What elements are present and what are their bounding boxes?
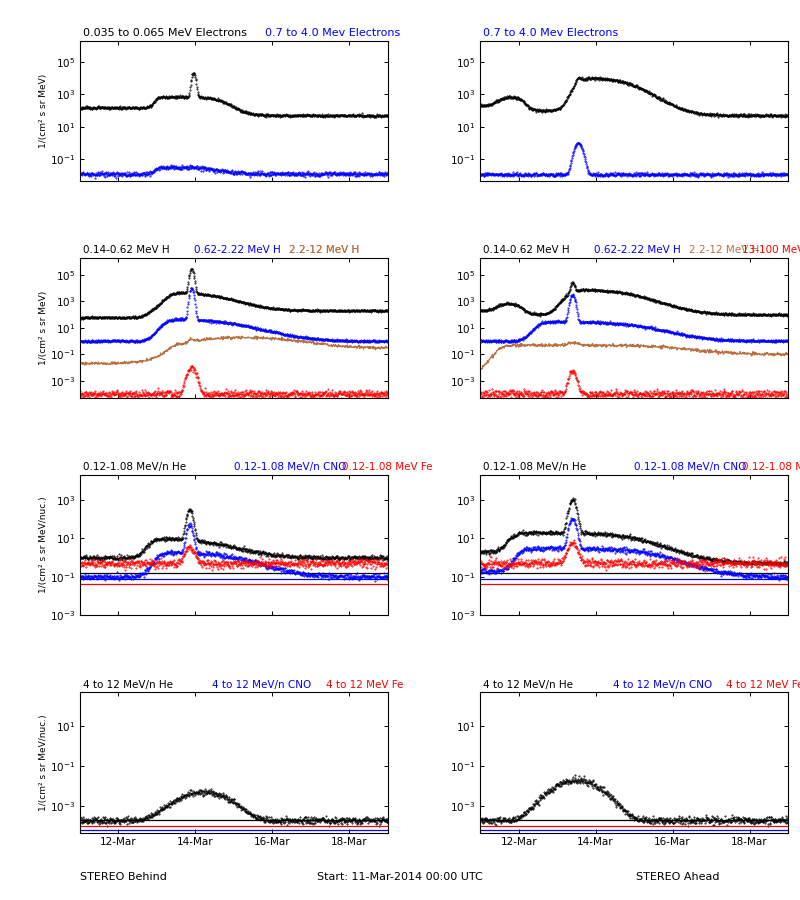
Text: 4 to 12 MeV/n CNO: 4 to 12 MeV/n CNO [212,680,312,689]
Text: 0.035 to 0.065 MeV Electrons: 0.035 to 0.065 MeV Electrons [83,28,247,38]
Text: 0.12-1.08 MeV/n He: 0.12-1.08 MeV/n He [83,463,186,473]
Text: 2.2-12 MeV H: 2.2-12 MeV H [290,245,359,255]
Text: 0.7 to 4.0 Mev Electrons: 0.7 to 4.0 Mev Electrons [265,28,400,38]
Text: 4 to 12 MeV/n He: 4 to 12 MeV/n He [483,680,574,689]
Text: 0.14-0.62 MeV H: 0.14-0.62 MeV H [483,245,570,255]
Y-axis label: 1/(cm² s sr MeV): 1/(cm² s sr MeV) [39,291,48,365]
Y-axis label: 1/(cm² s sr MeV/nuc.): 1/(cm² s sr MeV/nuc.) [39,714,48,811]
Text: STEREO Behind: STEREO Behind [80,872,167,882]
Text: 2.2-12 MeV H: 2.2-12 MeV H [690,245,760,255]
Text: 0.12-1.08 MeV/n CNO: 0.12-1.08 MeV/n CNO [634,463,746,473]
Text: 0.14-0.62 MeV H: 0.14-0.62 MeV H [83,245,170,255]
Text: 4 to 12 MeV/n CNO: 4 to 12 MeV/n CNO [613,680,712,689]
Text: 13-100 MeV H: 13-100 MeV H [742,245,800,255]
Text: STEREO Ahead: STEREO Ahead [637,872,720,882]
Y-axis label: 1/(cm² s sr MeV): 1/(cm² s sr MeV) [39,74,48,148]
Text: 0.12-1.08 MeV Fe: 0.12-1.08 MeV Fe [742,463,800,473]
Text: 0.7 to 4.0 Mev Electrons: 0.7 to 4.0 Mev Electrons [483,28,618,38]
Text: 0.12-1.08 MeV Fe: 0.12-1.08 MeV Fe [342,463,432,473]
Text: 0.62-2.22 MeV H: 0.62-2.22 MeV H [594,245,681,255]
Text: 4 to 12 MeV Fe: 4 to 12 MeV Fe [326,680,404,689]
Text: 2.2-12 MeV H: 2.2-12 MeV H [290,245,359,255]
Text: Start: 11-Mar-2014 00:00 UTC: Start: 11-Mar-2014 00:00 UTC [317,872,483,882]
Text: 0.62-2.22 MeV H: 0.62-2.22 MeV H [194,245,281,255]
Text: 0.12-1.08 MeV/n CNO: 0.12-1.08 MeV/n CNO [234,463,346,473]
Y-axis label: 1/(cm² s sr MeV/nuc.): 1/(cm² s sr MeV/nuc.) [39,497,48,593]
Text: 4 to 12 MeV Fe: 4 to 12 MeV Fe [726,680,800,689]
Text: 0.12-1.08 MeV/n He: 0.12-1.08 MeV/n He [483,463,586,473]
Text: 4 to 12 MeV/n He: 4 to 12 MeV/n He [83,680,173,689]
